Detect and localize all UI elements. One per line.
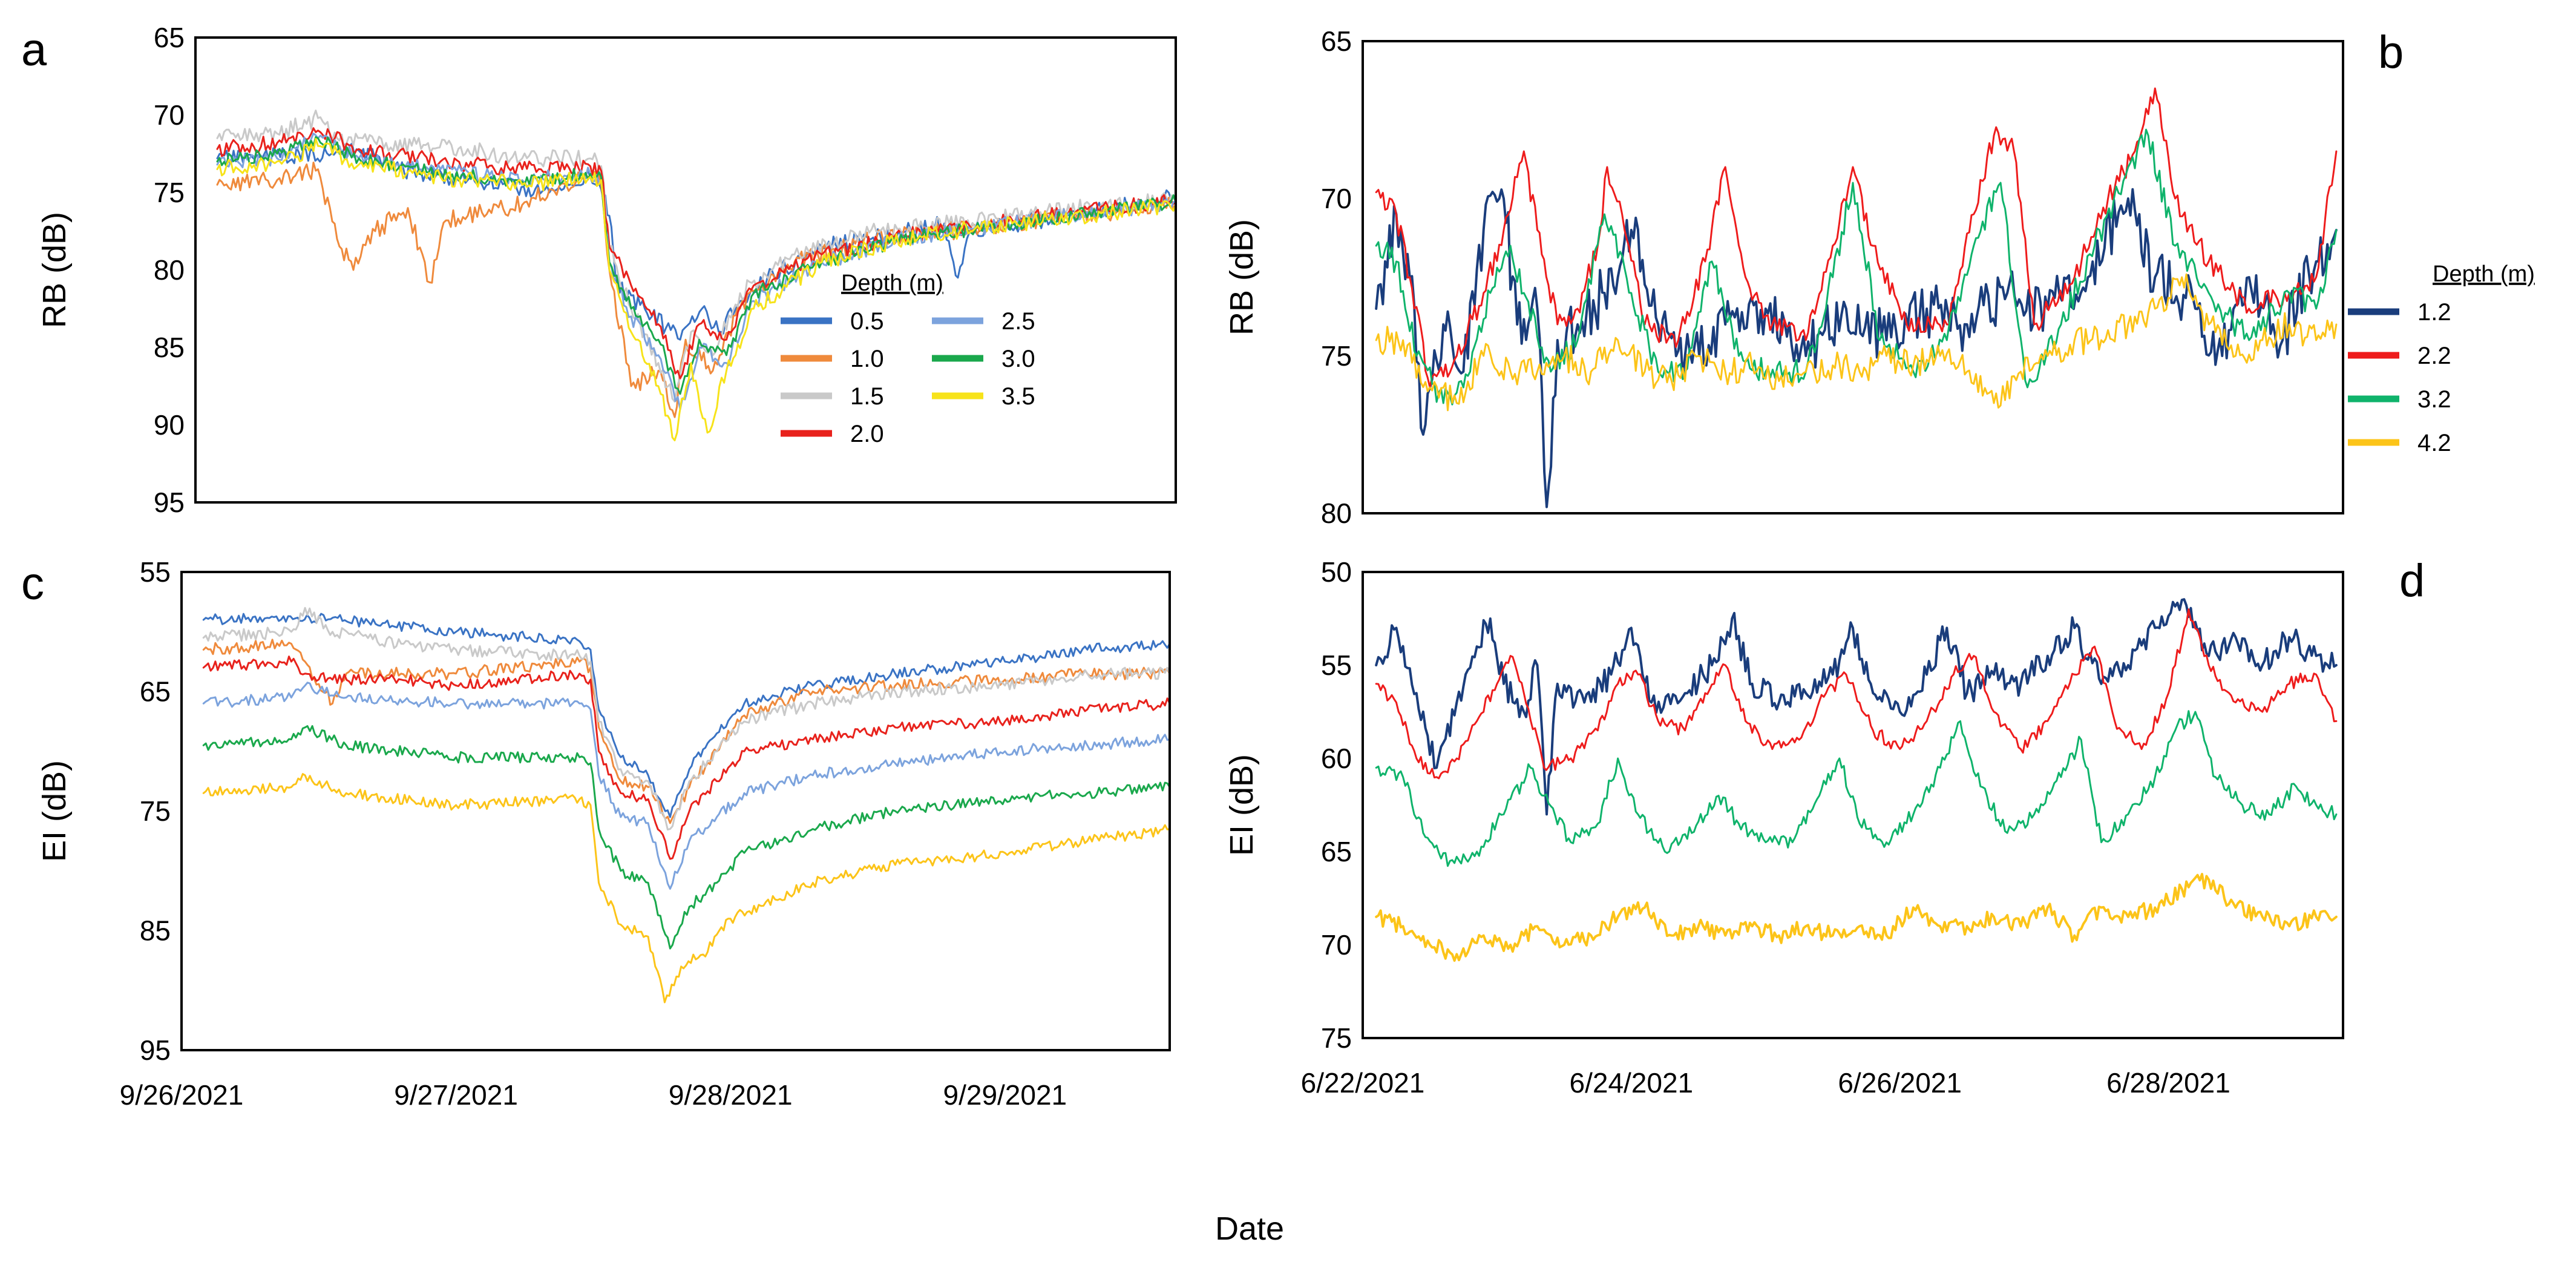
series-line-c-1.5 — [202, 606, 1170, 831]
plot-frame — [194, 36, 1177, 504]
x-tick-label: 6/28/2021 — [2106, 1067, 2230, 1099]
series-line-b-3.2 — [1375, 128, 2338, 406]
legend-label: 4.2 — [2417, 430, 2451, 456]
plot-frame — [1362, 40, 2344, 514]
series-line-c-2.0 — [202, 656, 1170, 860]
y-axis-title: EI (dB) — [36, 760, 73, 862]
x-tick-label: 6/24/2021 — [1570, 1067, 1694, 1099]
legend-title: Depth (m) — [2433, 261, 2535, 287]
y-tick-label: 85 — [140, 915, 171, 947]
y-tick-label: 70 — [1321, 929, 1352, 961]
x-tick-label: 9/27/2021 — [394, 1079, 518, 1111]
chart-panel-c: 55 65 75 85 95 9/26/2021 9/27/2021 9/28/2021 9/2… — [21, 556, 1171, 1111]
x-tick-label: 9/29/2021 — [943, 1079, 1067, 1111]
series-group — [1375, 87, 2338, 508]
chart-panel-d: 50 55 60 65 70 75 6/22/2021 6/24/2021 6/26/2021 6… — [1224, 555, 2425, 1099]
plot-frame — [180, 571, 1171, 1051]
y-tick-label: 65 — [154, 22, 185, 53]
legend-label: 0.5 — [850, 308, 884, 335]
y-axis-title: EI (dB) — [1224, 754, 1260, 856]
legend-label: 2.0 — [850, 421, 884, 447]
series-line-a-3.5 — [216, 137, 1176, 442]
panel-letter: c — [21, 558, 44, 610]
panel-letter: a — [21, 24, 47, 76]
y-axis-title: RB (dB) — [36, 212, 73, 328]
legend-label: 1.2 — [2417, 299, 2451, 326]
y-tick-label: 70 — [1321, 183, 1352, 214]
y-tick-label: 65 — [1321, 25, 1352, 57]
y-tick-label: 75 — [140, 795, 171, 827]
y-tick-label: 65 — [1321, 836, 1352, 867]
y-tick-label: 80 — [154, 254, 185, 286]
series-line-b-1.2 — [1375, 188, 2338, 508]
y-tick-label: 60 — [1321, 743, 1352, 774]
series-group — [216, 110, 1176, 442]
y-tick-label: 80 — [1321, 498, 1352, 529]
series-group — [202, 606, 1170, 1004]
y-tick-label: 55 — [1321, 649, 1352, 681]
legend-label: 2.5 — [1001, 308, 1035, 335]
x-axis-title: Date — [1215, 1211, 1284, 1247]
legend-label: 1.0 — [850, 346, 884, 372]
legend-label: 2.2 — [2417, 343, 2451, 369]
x-tick-label: 9/26/2021 — [120, 1079, 244, 1111]
y-tick-label: 55 — [140, 556, 171, 588]
legend: Depth (m) 0.5 1.0 1.5 2.0 2.5 3.0 3.5 — [781, 271, 1035, 447]
series-line-d-2.2 — [1375, 608, 2338, 780]
legend-label: 3.2 — [2417, 386, 2451, 413]
chart-panel-a: 65 70 75 80 85 90 95 RB (dB) a Depth (m) 0.5 1.0 1.5… — [21, 22, 1177, 518]
y-tick-label: 50 — [1321, 556, 1352, 588]
series-line-d-3.2 — [1375, 710, 2338, 867]
y-tick-label: 85 — [154, 332, 185, 363]
panel-letter: d — [2399, 555, 2425, 606]
x-tick-label: 9/28/2021 — [669, 1079, 793, 1111]
series-line-a-3.0 — [216, 136, 1176, 395]
y-tick-label: 90 — [154, 409, 185, 441]
series-line-d-4.2 — [1375, 873, 2338, 962]
legend-label: 1.5 — [850, 383, 884, 410]
series-line-c-2.5 — [202, 682, 1170, 890]
y-tick-label: 70 — [154, 99, 185, 131]
series-line-b-2.2 — [1375, 87, 2338, 389]
plot-frame — [1362, 571, 2344, 1039]
y-tick-label: 95 — [154, 487, 185, 518]
y-tick-label: 75 — [1321, 1022, 1352, 1054]
series-line-c-3.0 — [202, 725, 1170, 950]
x-tick-label: 6/22/2021 — [1301, 1067, 1425, 1099]
series-group — [1375, 598, 2338, 962]
series-line-b-4.2 — [1375, 273, 2338, 412]
y-tick-label: 75 — [154, 177, 185, 208]
x-tick-label: 6/26/2021 — [1838, 1067, 1962, 1099]
y-tick-label: 75 — [1321, 340, 1352, 372]
y-tick-label: 65 — [140, 676, 171, 708]
legend-label: 3.5 — [1001, 383, 1035, 410]
series-line-c-3.5 — [202, 773, 1170, 1004]
y-tick-label: 95 — [140, 1034, 171, 1066]
y-axis-title: RB (dB) — [1224, 219, 1260, 335]
panel-letter: b — [2378, 27, 2404, 78]
series-line-d-1.2 — [1375, 598, 2338, 816]
chart-panel-b: 65 70 75 80 RB (dB) b Depth (m) 1.2 2.2 3.2 4.2 — [1224, 25, 2535, 529]
panels: 65 70 75 80 85 90 95 RB (dB) a Depth (m) 0.5 1.0 1.5… — [21, 22, 2535, 1111]
legend-title: Depth (m) — [841, 271, 943, 296]
series-line-c-0.5 — [202, 613, 1170, 818]
legend-label: 3.0 — [1001, 346, 1035, 372]
legend: Depth (m) 1.2 2.2 3.2 4.2 — [2348, 261, 2535, 456]
